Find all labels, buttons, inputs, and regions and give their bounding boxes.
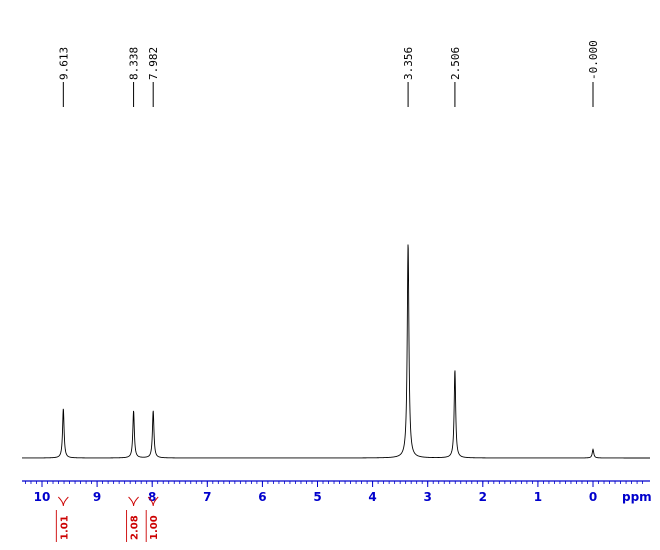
- x-tick-label: 5: [313, 490, 321, 504]
- x-tick-label: 4: [368, 490, 376, 504]
- peak-label: -0.000: [587, 40, 600, 80]
- x-tick-label: 1: [534, 490, 542, 504]
- peak-labels: 9.613 8.338 7.982 3.356 2.506 -0.000: [57, 40, 600, 107]
- spectrum-layer: [22, 244, 650, 459]
- peak-label: 7.982: [147, 47, 160, 80]
- x-tick-label: 9: [93, 490, 101, 504]
- x-tick-label: 8: [148, 490, 156, 504]
- peak-label: 9.613: [57, 47, 70, 80]
- x-tick-label: 0: [589, 490, 597, 504]
- x-tick-label: 2: [479, 490, 487, 504]
- x-axis-unit-label: ppm: [622, 490, 652, 504]
- integral-bracket: [128, 496, 139, 507]
- integral-value: 1.01: [59, 515, 70, 540]
- integral-bracket: [147, 496, 159, 507]
- x-tick-label: 3: [424, 490, 432, 504]
- integral-layer: 1.01 2.08 1.00: [55, 496, 160, 542]
- x-tick-label: 6: [258, 490, 266, 504]
- integral-bracket: [58, 496, 69, 507]
- peak-label: 2.506: [449, 47, 462, 80]
- spectrum-trace: [22, 244, 650, 459]
- x-tick-label: 10: [34, 490, 51, 504]
- peak-label: 3.356: [402, 47, 415, 80]
- integral-value: 1.00: [149, 515, 160, 540]
- x-tick-label: 7: [203, 490, 211, 504]
- integral-value: 2.08: [130, 515, 141, 540]
- x-axis: 10 9 8 7 6 5 4 3 2 1 0 ppm: [22, 480, 652, 504]
- peak-label: 8.338: [128, 47, 141, 80]
